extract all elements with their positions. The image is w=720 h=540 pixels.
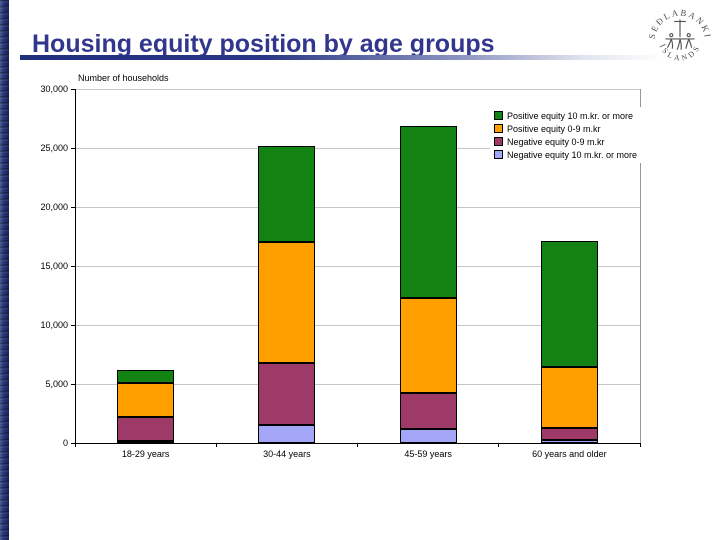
bar-segment bbox=[258, 242, 316, 363]
bar-segment bbox=[399, 297, 457, 394]
x-category-label: 60 years and older bbox=[532, 449, 607, 459]
legend-swatch-icon bbox=[494, 124, 503, 133]
y-axis-tick-label: 10,000 bbox=[40, 320, 68, 330]
legend-label: Positive equity 0-9 m.kr bbox=[507, 123, 601, 134]
legend-swatch-icon bbox=[494, 111, 503, 120]
bar-segment bbox=[540, 367, 598, 428]
legend-label: Negative equity 0-9 m.kr bbox=[507, 136, 605, 147]
y-axis-tick bbox=[71, 147, 75, 149]
bar-segment bbox=[540, 241, 598, 368]
y-axis-line bbox=[75, 89, 76, 444]
x-axis-tick bbox=[74, 443, 76, 447]
gridline bbox=[75, 265, 640, 267]
svg-text:ÍSLANDS: ÍSLANDS bbox=[658, 42, 703, 62]
bar-segment bbox=[540, 427, 598, 441]
gridline bbox=[75, 88, 640, 90]
y-axis-tick-label: 25,000 bbox=[40, 143, 68, 153]
title-underline bbox=[20, 55, 663, 60]
legend-item: Negative equity 0-9 m.kr bbox=[494, 135, 637, 148]
bar-segment bbox=[258, 145, 316, 243]
legend-item: Positive equity 10 m.kr. or more bbox=[494, 109, 637, 122]
x-category-label: 45-59 years bbox=[404, 449, 452, 459]
legend-item: Negative equity 10 m.kr. or more bbox=[494, 148, 637, 161]
bar-segment bbox=[117, 369, 175, 384]
bar-segment bbox=[117, 383, 175, 418]
y-axis-tick bbox=[71, 442, 75, 444]
central-bank-seal-icon: SEÐLABANKI ÍSLANDS bbox=[647, 7, 712, 62]
y-axis-title: Number of households bbox=[78, 73, 169, 83]
bar-segment bbox=[258, 362, 316, 426]
bar-segment bbox=[399, 428, 457, 443]
bar-segment bbox=[540, 440, 598, 443]
seal-emblem bbox=[665, 19, 695, 50]
x-axis-tick bbox=[639, 443, 641, 447]
x-axis-tick bbox=[357, 443, 358, 447]
y-axis-tick bbox=[71, 206, 75, 208]
y-axis-tick-label: 20,000 bbox=[40, 202, 68, 212]
x-axis-tick bbox=[215, 443, 217, 447]
y-axis-tick bbox=[71, 383, 75, 385]
gridline bbox=[75, 324, 640, 326]
gridline bbox=[75, 206, 640, 208]
plot-area-right-border bbox=[640, 89, 641, 443]
x-category-label: 18-29 years bbox=[121, 449, 170, 459]
y-axis-tick-label: 0 bbox=[62, 438, 68, 448]
gridline bbox=[75, 147, 640, 149]
page-title: Housing equity position by age groups bbox=[32, 29, 495, 58]
bar-segment bbox=[117, 417, 175, 442]
seal-bottom-text: ÍSLANDS bbox=[658, 42, 700, 62]
legend-label: Negative equity 10 m.kr. or more bbox=[507, 149, 638, 160]
chart-legend: Positive equity 10 m.kr. or more Positive… bbox=[490, 107, 642, 163]
y-axis-tick-label: 30,000 bbox=[40, 84, 68, 94]
legend-label: Positive equity 10 m.kr. or more bbox=[507, 110, 634, 121]
legend-swatch-icon bbox=[494, 150, 503, 159]
x-axis-tick bbox=[498, 443, 500, 447]
left-edge-decoration bbox=[0, 0, 9, 540]
y-axis-tick-label: 5,000 bbox=[45, 379, 68, 389]
y-axis-tick bbox=[71, 265, 75, 267]
bar-segment bbox=[399, 393, 457, 429]
y-axis-tick bbox=[71, 88, 75, 90]
y-axis-tick bbox=[71, 324, 75, 326]
legend-item: Positive equity 0-9 m.kr bbox=[494, 122, 637, 135]
bar-segment bbox=[117, 441, 175, 444]
x-category-label: 30-44 years bbox=[263, 449, 311, 459]
legend-swatch-icon bbox=[494, 137, 503, 146]
gridline bbox=[75, 383, 640, 385]
y-axis-tick-label: 15,000 bbox=[40, 261, 68, 271]
x-axis-line bbox=[75, 443, 640, 444]
bar-segment bbox=[399, 125, 457, 298]
bar-segment bbox=[258, 425, 316, 443]
